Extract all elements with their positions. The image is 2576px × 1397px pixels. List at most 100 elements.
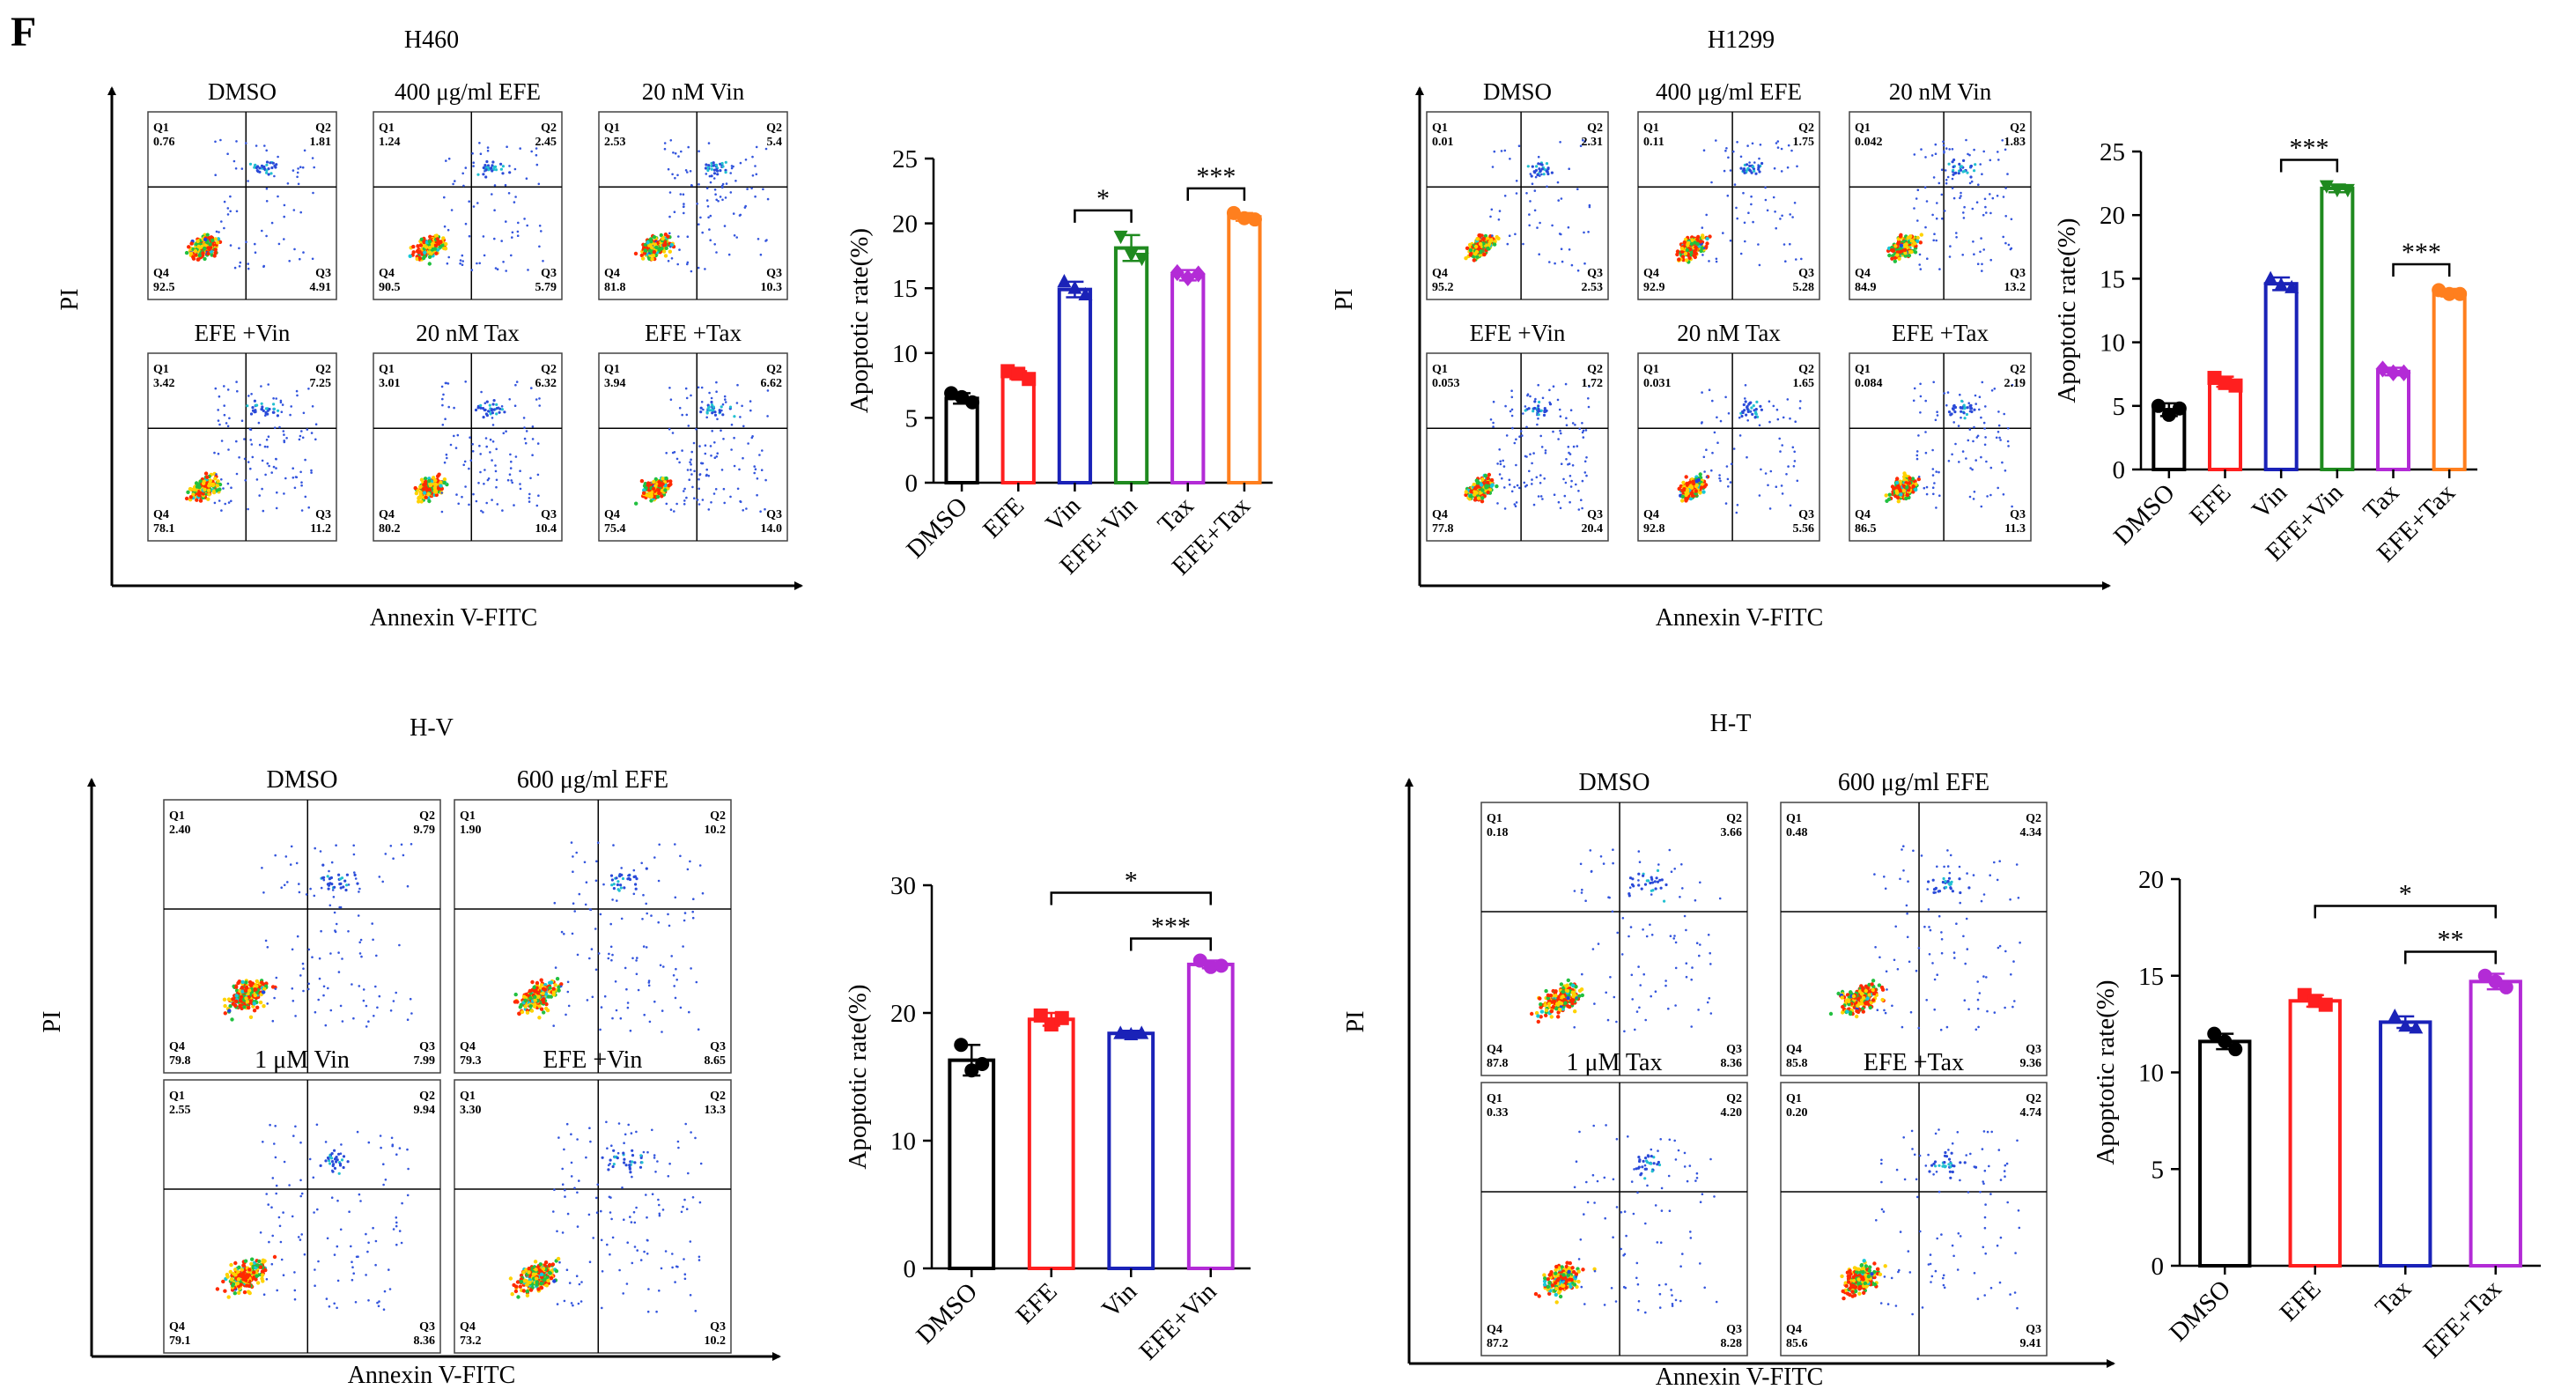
cell-dot bbox=[1938, 268, 1941, 270]
cell-dot bbox=[713, 441, 716, 444]
quadrant-name-q3: Q3 bbox=[766, 508, 782, 521]
cell-dot bbox=[1580, 499, 1583, 501]
cell-dot bbox=[1739, 166, 1743, 170]
bar-vin bbox=[2263, 282, 2299, 471]
cell-dot bbox=[255, 169, 259, 173]
cell-dot bbox=[500, 408, 505, 411]
cell-dot bbox=[653, 484, 658, 488]
cell-dot bbox=[1741, 410, 1745, 415]
cell-dot bbox=[1982, 248, 1985, 251]
cell-dot bbox=[1784, 260, 1787, 263]
y-tick-label: 20 bbox=[892, 211, 918, 239]
cell-dot bbox=[1959, 168, 1963, 172]
quadrant-value-q2: 1.83 bbox=[2004, 136, 2026, 149]
cell-dot bbox=[687, 425, 690, 427]
cell-dot bbox=[1464, 256, 1468, 261]
cell-dot bbox=[1968, 181, 1972, 185]
cell-dot bbox=[753, 471, 756, 475]
cell-dot bbox=[1947, 410, 1952, 414]
cell-dot bbox=[1938, 494, 1941, 497]
cell-dot bbox=[422, 483, 426, 487]
cell-dot bbox=[1925, 485, 1929, 489]
cell-dot bbox=[691, 485, 694, 489]
cell-dot bbox=[1923, 186, 1927, 189]
cell-dot bbox=[1793, 460, 1797, 462]
cell-dot bbox=[1496, 462, 1499, 465]
cell-dot bbox=[505, 430, 507, 433]
cell-dot bbox=[381, 880, 385, 883]
cell-dot bbox=[1899, 492, 1903, 497]
cell-dot bbox=[437, 472, 441, 477]
cell-dot bbox=[1945, 403, 1948, 407]
cell-dot bbox=[513, 167, 517, 171]
cell-dot bbox=[270, 985, 276, 989]
cell-dot bbox=[424, 485, 428, 490]
cell-dot bbox=[665, 502, 668, 506]
cell-dot bbox=[1493, 150, 1496, 153]
cell-dot bbox=[1747, 211, 1750, 214]
cell-dot bbox=[495, 403, 498, 406]
cell-dot bbox=[470, 269, 474, 271]
cell-dot bbox=[717, 200, 720, 203]
cell-dot bbox=[491, 193, 493, 196]
cell-dot bbox=[1568, 167, 1570, 170]
cell-dot bbox=[494, 168, 498, 172]
cell-dot bbox=[1540, 167, 1544, 171]
cell-dot bbox=[233, 266, 237, 270]
cell-dot bbox=[306, 428, 309, 431]
cell-dot bbox=[353, 873, 357, 877]
cell-dot bbox=[238, 265, 241, 268]
cell-dot bbox=[1516, 484, 1519, 487]
cell-dot bbox=[665, 452, 668, 455]
cell-dot bbox=[238, 998, 243, 1002]
cell-dot bbox=[1887, 253, 1892, 258]
cell-dot bbox=[1962, 403, 1966, 407]
cell-dot bbox=[478, 444, 481, 447]
cell-dot bbox=[1959, 166, 1962, 169]
cell-dot bbox=[186, 490, 190, 494]
cell-dot bbox=[732, 212, 735, 215]
cell-dot bbox=[1746, 410, 1750, 413]
cell-dot bbox=[1536, 423, 1539, 426]
cell-dot bbox=[1970, 180, 1974, 183]
cell-dot bbox=[244, 996, 248, 1001]
cell-dot bbox=[529, 477, 532, 480]
cell-dot bbox=[733, 436, 735, 440]
cell-dot bbox=[226, 425, 230, 428]
cell-dot bbox=[1746, 419, 1749, 422]
cell-dot bbox=[1918, 240, 1923, 245]
cell-dot bbox=[479, 453, 482, 455]
cell-dot bbox=[1997, 486, 1999, 490]
cell-dot bbox=[1732, 150, 1735, 153]
cell-dot bbox=[491, 403, 495, 406]
quadrant-value-q4: 84.9 bbox=[1855, 281, 1877, 294]
cell-dot bbox=[537, 494, 540, 497]
cell-dot bbox=[265, 171, 269, 174]
cell-dot bbox=[335, 844, 337, 846]
cell-dot bbox=[1913, 153, 1916, 156]
cell-dot bbox=[1482, 252, 1487, 256]
cell-dot bbox=[328, 882, 332, 885]
cell-dot bbox=[733, 234, 736, 237]
cell-dot bbox=[714, 193, 717, 196]
cell-dot bbox=[664, 246, 668, 250]
flow-plot-title: 20 nM Vin bbox=[1889, 78, 1992, 105]
cell-dot bbox=[1768, 507, 1772, 510]
cell-dot bbox=[650, 246, 654, 250]
cell-dot bbox=[647, 248, 653, 253]
cell-dot bbox=[724, 160, 727, 164]
cell-dot bbox=[445, 453, 448, 456]
cell-dot bbox=[1800, 257, 1803, 261]
cell-dot bbox=[295, 861, 299, 865]
cell-dot bbox=[464, 166, 468, 169]
cell-dot bbox=[279, 399, 283, 403]
cell-dot bbox=[443, 247, 448, 251]
cell-dot bbox=[1531, 483, 1533, 485]
cell-dot bbox=[1930, 154, 1934, 157]
cell-dot bbox=[264, 939, 268, 942]
cell-dot bbox=[249, 467, 252, 470]
cell-dot bbox=[1968, 153, 1971, 157]
cell-dot bbox=[1529, 173, 1532, 175]
cell-dot bbox=[196, 239, 200, 243]
quadrant-value-q4: 92.9 bbox=[1643, 281, 1665, 294]
